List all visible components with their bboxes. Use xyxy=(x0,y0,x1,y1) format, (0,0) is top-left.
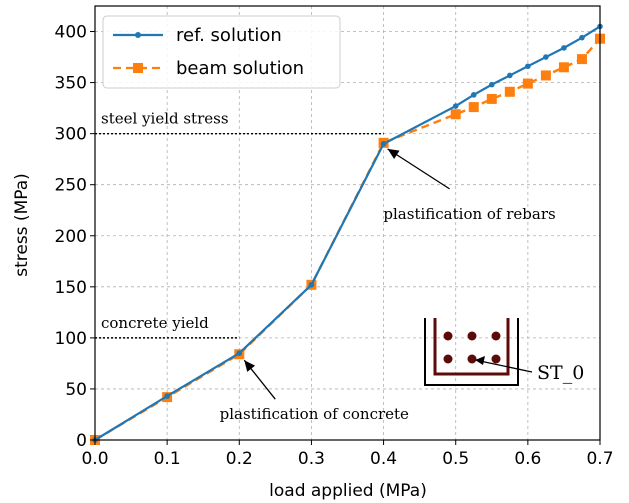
reference-line-label: steel yield stress xyxy=(101,110,229,128)
reference-line-label: concrete yield xyxy=(101,314,209,332)
x-tick-label: 0.2 xyxy=(226,449,253,469)
section-stirrup xyxy=(433,318,510,376)
annotation-text: plastification of concrete xyxy=(220,405,409,423)
rebar-dot xyxy=(491,354,501,364)
y-tick-label: 250 xyxy=(55,176,87,196)
rebar-dot xyxy=(443,354,453,364)
x-tick-label: 0.4 xyxy=(370,449,397,469)
ref-solution-point xyxy=(488,81,495,88)
ref-solution-point xyxy=(164,393,170,399)
reference-lines: steel yield stress concrete yield xyxy=(95,110,384,339)
ref-solution-point xyxy=(579,34,585,41)
beam-solution-point xyxy=(486,93,497,104)
ref-solution-point xyxy=(452,103,459,109)
ref-solution-point xyxy=(308,281,315,288)
y-tick-label: 200 xyxy=(55,227,87,247)
legend-ref-label: ref. solution xyxy=(176,25,282,46)
x-tick-label: 0.7 xyxy=(586,449,613,469)
inset-label: ST_0 xyxy=(537,362,584,384)
y-axis-title: stress (MPa) xyxy=(12,173,32,277)
annotation-text: plastification of rebars xyxy=(383,205,555,223)
annotation-arrow-head xyxy=(387,148,400,160)
cross-section-inset: ST_0 xyxy=(424,318,584,386)
ref-solution-point xyxy=(561,45,567,51)
beam-solution-point xyxy=(450,109,461,120)
y-tick-label: 50 xyxy=(65,380,87,400)
annotations: plastification of rebars plastification o… xyxy=(220,148,556,423)
annotation-arrow-line xyxy=(387,148,450,190)
beam-solution-line xyxy=(94,37,601,442)
legend-ref-marker xyxy=(135,32,141,38)
beam-solution-point xyxy=(522,78,533,89)
ref-solution-point xyxy=(507,72,513,79)
y-tick-label: 150 xyxy=(55,278,87,298)
x-tick-label: 0.5 xyxy=(442,449,469,469)
x-tick-label: 0.3 xyxy=(298,449,325,469)
ref-solution-point xyxy=(470,92,477,98)
beam-solution-point xyxy=(576,54,587,65)
axis-ticks: 0.0 0.1 0.2 0.3 0.4 0.5 0.6 0.7 0 50 100 150 200 250 3… xyxy=(55,23,614,469)
x-tick-label: 0.1 xyxy=(154,449,181,469)
rebar-dot xyxy=(467,354,477,364)
x-tick-label: 0.0 xyxy=(81,449,108,469)
legend-beam-marker xyxy=(133,63,143,73)
ref-solution-point xyxy=(543,54,549,60)
rebar-dot xyxy=(467,331,477,341)
ref-solution-line xyxy=(94,25,601,441)
beam-solution-point xyxy=(504,86,515,97)
rebar-dot xyxy=(491,331,501,341)
ref-solution-point xyxy=(380,141,387,147)
inset-arrow-head xyxy=(475,356,485,365)
section-outer-outline xyxy=(424,318,519,386)
plot-frame xyxy=(94,5,601,441)
y-tick-label: 0 xyxy=(76,431,87,451)
rebar-dot xyxy=(443,331,453,341)
x-tick-label: 0.6 xyxy=(514,449,541,469)
ref-solution-point xyxy=(525,63,531,70)
x-axis-title: load applied (MPa) xyxy=(269,481,427,501)
legend-beam-label: beam solution xyxy=(176,58,304,79)
beam-solution-point xyxy=(468,102,479,113)
annotation-arrow-head xyxy=(244,360,256,372)
legend: ref. solution beam solution xyxy=(102,15,341,89)
y-tick-label: 400 xyxy=(55,23,87,43)
inset-arrow-line xyxy=(479,360,533,373)
ref-solution-point xyxy=(236,350,243,357)
beam-solution-point xyxy=(540,70,551,81)
y-tick-label: 100 xyxy=(55,329,87,349)
beam-solution-point xyxy=(558,62,569,73)
y-tick-label: 300 xyxy=(55,125,87,145)
y-tick-label: 350 xyxy=(55,74,87,94)
